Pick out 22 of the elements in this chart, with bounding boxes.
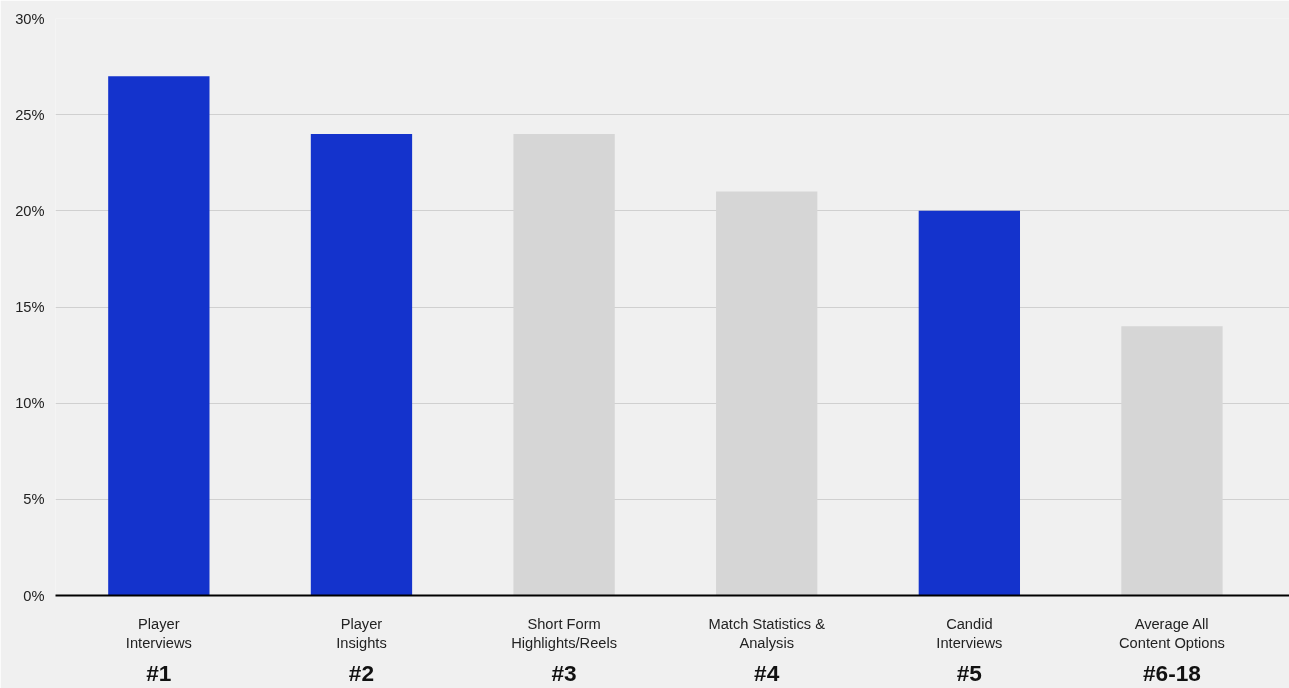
y-tick-label: 15% xyxy=(15,299,45,315)
bar xyxy=(108,76,210,596)
x-tick-label: Candid Interviews xyxy=(936,615,1003,651)
y-tick-label: 5% xyxy=(23,491,45,508)
text: #5 xyxy=(956,659,982,686)
x-tick-label: Average All Content Options xyxy=(1119,615,1225,651)
text: #1 xyxy=(146,659,172,686)
y-tick-label: 25% xyxy=(15,106,45,123)
x-tick-label: Short Form Highlights/Reels xyxy=(511,615,618,651)
x-tick-label: Match Statistics & Analysis xyxy=(708,615,826,651)
text: #3 xyxy=(551,659,577,686)
y-tick-label: 20% xyxy=(15,202,45,219)
y-tick-label: 30% xyxy=(15,10,45,27)
x-tick-label: Player Interviews xyxy=(125,615,192,651)
bar xyxy=(918,210,1021,596)
y-tick-label: 0% xyxy=(23,587,45,604)
text: #6-18 xyxy=(1143,659,1201,686)
bar xyxy=(310,133,413,596)
text: #4 xyxy=(754,659,780,686)
text: #2 xyxy=(348,659,375,686)
x-tick-label: Player Insights xyxy=(336,615,387,651)
y-tick-label: 10% xyxy=(15,395,45,412)
